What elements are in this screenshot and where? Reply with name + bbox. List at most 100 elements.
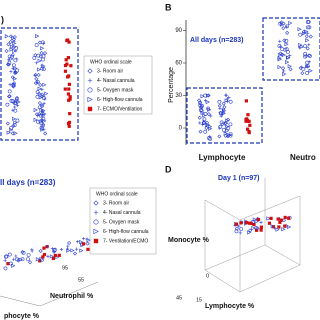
marker — [86, 247, 90, 251]
marker — [87, 68, 93, 74]
marker — [9, 261, 13, 266]
marker — [13, 131, 18, 136]
scatter-decoration — [3, 20, 313, 271]
marker — [4, 34, 9, 39]
marker — [202, 117, 207, 122]
marker — [202, 113, 207, 118]
marker — [223, 120, 228, 125]
marker — [57, 253, 61, 257]
marker — [53, 253, 57, 258]
marker — [35, 257, 41, 262]
marker — [267, 221, 272, 225]
y-tick-label: 60 — [175, 61, 182, 67]
legend-item: 7- ECMO/Ventilation — [97, 106, 143, 112]
marker — [297, 46, 302, 50]
marker — [287, 64, 292, 69]
marker — [32, 56, 37, 60]
marker — [93, 210, 99, 215]
marker — [49, 254, 54, 259]
dashed-box — [262, 17, 320, 81]
marker — [300, 71, 305, 76]
marker — [15, 118, 20, 123]
marker — [9, 47, 14, 52]
legend-title: WHO ordinal scale — [90, 59, 132, 65]
marker — [12, 81, 17, 86]
marker — [93, 228, 99, 235]
marker — [239, 227, 244, 231]
marker — [8, 83, 12, 87]
category-label: Neutro — [290, 153, 316, 162]
marker — [10, 131, 15, 136]
marker — [307, 53, 312, 58]
marker — [42, 128, 46, 132]
marker — [236, 224, 241, 228]
tick-label: 55 — [78, 277, 84, 283]
marker — [206, 106, 211, 111]
marker — [11, 263, 16, 268]
marker — [6, 262, 10, 266]
marker — [308, 34, 313, 39]
marker — [277, 65, 282, 70]
marker — [63, 69, 68, 73]
marker — [12, 257, 16, 261]
marker — [37, 40, 42, 45]
marker — [209, 114, 213, 118]
tick-label: 45 — [176, 295, 182, 301]
legend-box — [83, 55, 153, 115]
marker — [85, 241, 90, 246]
marker — [308, 68, 313, 73]
marker — [68, 112, 72, 116]
marker — [203, 93, 207, 98]
marker — [93, 219, 99, 225]
marker — [14, 98, 19, 103]
marker — [6, 94, 12, 99]
marker — [70, 248, 75, 253]
marker — [281, 66, 286, 71]
marker — [202, 119, 206, 123]
axis-frame — [0, 281, 99, 307]
marker — [13, 101, 18, 106]
marker — [15, 57, 19, 61]
marker — [299, 44, 304, 49]
marker — [247, 130, 251, 135]
marker — [217, 134, 222, 139]
marker — [307, 60, 311, 64]
marker — [199, 105, 204, 110]
marker — [36, 72, 41, 78]
marker — [279, 22, 285, 27]
marker — [11, 83, 16, 88]
marker — [255, 226, 260, 231]
legend-item: 3- Room air — [97, 68, 123, 74]
marker — [205, 99, 210, 105]
marker — [201, 120, 206, 125]
tick-label: 95 — [62, 265, 68, 271]
legend-item: 7- Ventilation/ECMO — [103, 238, 148, 244]
marker — [14, 254, 18, 258]
marker — [307, 25, 312, 30]
marker — [249, 221, 253, 225]
marker — [69, 64, 73, 68]
marker — [286, 55, 291, 60]
marker — [34, 43, 39, 48]
marker — [6, 42, 11, 47]
marker — [220, 112, 225, 116]
marker — [288, 67, 293, 72]
marker — [7, 94, 12, 99]
marker — [12, 76, 18, 81]
marker — [43, 97, 47, 101]
marker — [9, 127, 14, 132]
legend-title: WHO ordinal scale — [96, 191, 138, 197]
marker — [9, 70, 13, 74]
marker — [279, 218, 283, 222]
marker — [12, 48, 17, 54]
marker — [41, 57, 45, 62]
legend-item: 5- Oxygen mask — [103, 219, 140, 225]
marker — [301, 67, 306, 71]
marker — [285, 24, 289, 29]
legend: WHO ordinal scale 3- Room air 4- Nasal can… — [83, 55, 153, 115]
marker — [218, 124, 223, 129]
marker — [79, 239, 84, 245]
marker — [197, 115, 202, 120]
marker — [221, 127, 226, 132]
